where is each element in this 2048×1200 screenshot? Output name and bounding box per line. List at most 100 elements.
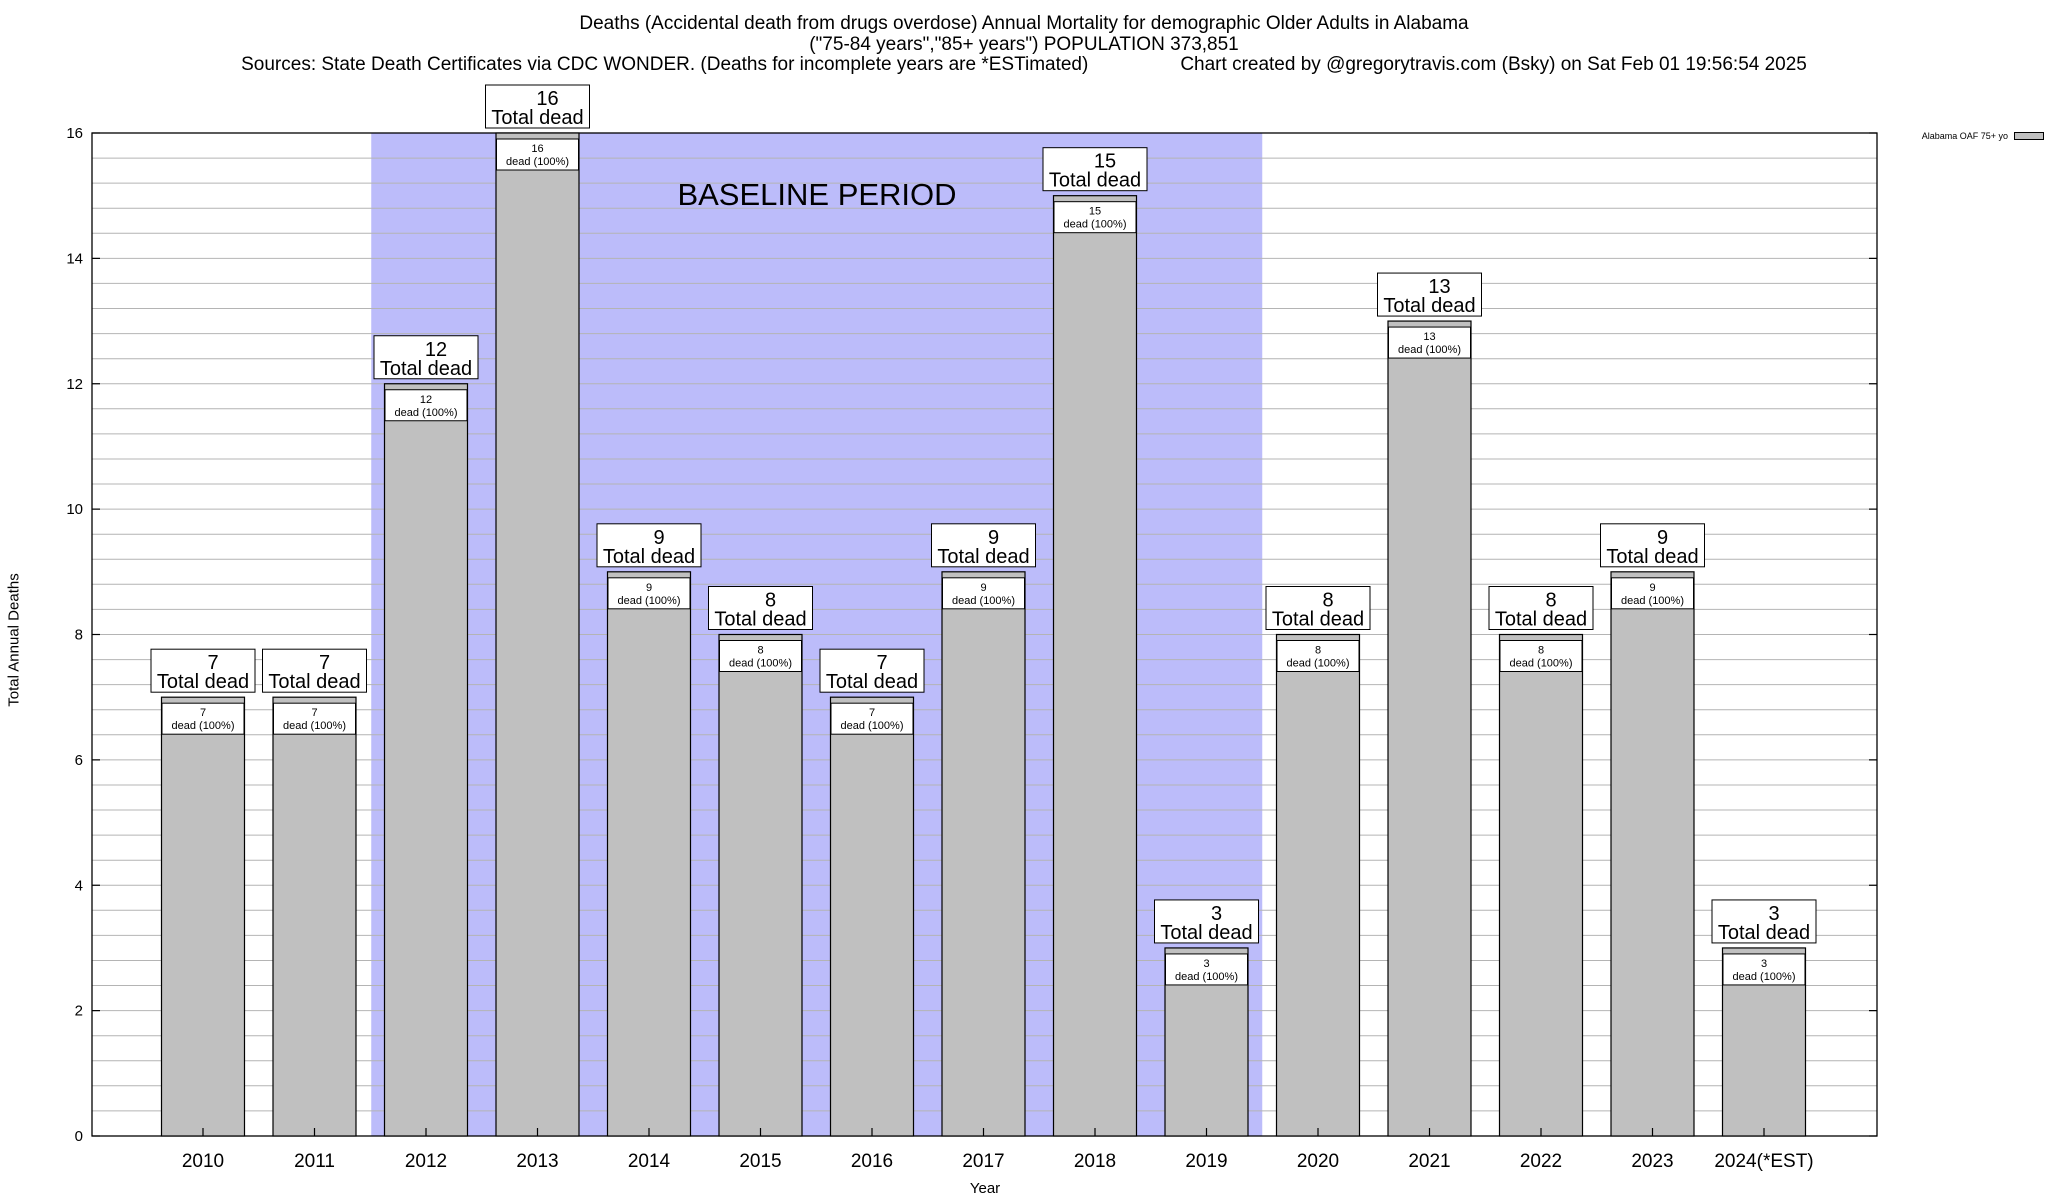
- bar-total-value: 7: [319, 652, 330, 674]
- bar-inner-label-box: [942, 577, 1025, 610]
- bar-inner-value: 9: [646, 582, 652, 594]
- bar-total-label-box: [150, 648, 256, 693]
- y-tick-label: 6: [75, 752, 83, 769]
- bar-total-label: Total dead: [1049, 170, 1141, 192]
- bar-total-value: 8: [1322, 590, 1333, 612]
- bar: [495, 132, 580, 1137]
- bar-inner-percent: dead (100%): [1621, 595, 1684, 607]
- bar-inner-percent: dead (100%): [1287, 658, 1350, 670]
- chart-source-line: Sources: State Death Certificates via CD…: [0, 54, 2048, 75]
- legend-swatch: [2014, 132, 2044, 140]
- bar-inner-percent: dead (100%): [1064, 219, 1127, 231]
- bar-inner-percent: dead (100%): [841, 720, 904, 732]
- bar-total-label-box: [1154, 899, 1259, 944]
- bar-total-label: Total dead: [157, 671, 249, 693]
- x-tick-label: 2012: [405, 1151, 447, 1172]
- y-tick-label: 10: [66, 501, 83, 518]
- bar-inner-percent: dead (100%): [1733, 971, 1796, 983]
- bar: [1610, 571, 1695, 1137]
- bar-total-label: Total dead: [714, 609, 806, 631]
- bar-inner-value: 8: [757, 645, 763, 657]
- bar-total-label-box: [485, 84, 590, 129]
- bar-inner-percent: dead (100%): [729, 658, 792, 670]
- bar-inner-percent: dead (100%): [172, 720, 235, 732]
- bar-inner-percent: dead (100%): [618, 595, 681, 607]
- y-tick-label: 2: [75, 1003, 83, 1020]
- bar-inner-value: 9: [1649, 582, 1655, 594]
- bar: [383, 383, 469, 1137]
- bar: [1387, 320, 1472, 1137]
- bar-total-value: 13: [1428, 276, 1450, 298]
- bar-inner-label-box: [830, 702, 914, 735]
- bar-inner-percent: dead (100%): [506, 156, 569, 168]
- bar-inner-value: 9: [980, 582, 986, 594]
- bar-total-label: Total dead: [268, 671, 360, 693]
- x-tick-label: 2017: [962, 1151, 1004, 1172]
- y-tick-label: 12: [66, 376, 83, 393]
- bar-inner-percent: dead (100%): [395, 407, 458, 419]
- x-tick-label: 2018: [1074, 1151, 1116, 1172]
- bar-inner-value: 3: [1203, 958, 1209, 970]
- bar-total-label: Total dead: [826, 671, 918, 693]
- bar-total-label-box: [708, 586, 813, 630]
- bar-total-value: 8: [1545, 590, 1556, 612]
- bar-total-label: Total dead: [1495, 609, 1587, 631]
- bar-inner-value: 7: [869, 707, 875, 719]
- bar-inner-label-box: [1611, 577, 1694, 610]
- bar-inner-label-box: [1165, 953, 1248, 986]
- bar-inner-percent: dead (100%): [952, 595, 1015, 607]
- x-tick-label: 2011: [294, 1151, 335, 1172]
- bar-inner-label-box: [607, 577, 691, 610]
- x-tick-label: 2019: [1185, 1151, 1227, 1172]
- legend: Alabama OAF 75+ yo: [1922, 131, 2044, 141]
- bar-inner-label-box: [161, 702, 245, 735]
- bar-inner-value: 7: [311, 707, 317, 719]
- bar: [272, 696, 357, 1137]
- bar-total-value: 3: [1768, 903, 1779, 925]
- bar-inner-value: 12: [420, 394, 432, 406]
- y-tick-label: 14: [66, 250, 83, 267]
- bar-total-value: 9: [988, 527, 999, 549]
- x-axis-label: Year: [969, 1180, 1001, 1197]
- x-tick-label: 2024(*EST): [1714, 1151, 1813, 1172]
- bar-inner-label-box: [496, 138, 579, 171]
- bar-inner-value: 15: [1089, 206, 1101, 218]
- bar: [829, 696, 915, 1137]
- bar-total-label-box: [1488, 586, 1594, 630]
- bar-total-value: 8: [765, 590, 776, 612]
- bar-inner-label-box: [384, 389, 468, 422]
- y-tick-label: 4: [75, 877, 83, 894]
- source-text: Sources: State Death Certificates via CD…: [241, 54, 1089, 75]
- bar: [1498, 633, 1584, 1137]
- bar-total-label: Total dead: [937, 546, 1029, 568]
- bar-total-value: 12: [425, 339, 447, 361]
- bar-total-label-box: [819, 648, 925, 693]
- x-tick-label: 2022: [1520, 1151, 1562, 1172]
- bar-inner-label-box: [1053, 201, 1137, 234]
- bar-inner-value: 3: [1761, 958, 1767, 970]
- bar-total-label-box: [262, 648, 367, 693]
- bar-total-label: Total dead: [380, 358, 472, 380]
- legend-label: Alabama OAF 75+ yo: [1921, 131, 2008, 141]
- x-tick-label: 2020: [1297, 1151, 1339, 1172]
- bar-total-label-box: [1042, 147, 1148, 192]
- bar-total-value: 3: [1211, 903, 1222, 925]
- bar-inner-label-box: [1722, 953, 1806, 986]
- chart-title: Deaths (Accidental death from drugs over…: [579, 13, 1469, 34]
- bar-inner-value: 8: [1315, 645, 1321, 657]
- bar-inner-value: 7: [200, 707, 206, 719]
- bar-total-label: Total dead: [1160, 922, 1252, 944]
- bar-inner-value: 13: [1423, 331, 1435, 343]
- x-tick-label: 2016: [851, 1151, 893, 1172]
- bar-inner-label-box: [1388, 326, 1471, 359]
- bar-inner-label-box: [1499, 640, 1583, 672]
- x-tick-label: 2014: [628, 1151, 671, 1172]
- bar-total-label: Total dead: [491, 107, 583, 129]
- bar-total-label-box: [931, 523, 1036, 568]
- bar-total-value: 7: [876, 652, 887, 674]
- bar-total-label-box: [1711, 899, 1817, 944]
- bar-total-label-box: [373, 335, 479, 380]
- bar-total-label-box: [1377, 272, 1482, 317]
- bar-inner-percent: dead (100%): [1175, 971, 1238, 983]
